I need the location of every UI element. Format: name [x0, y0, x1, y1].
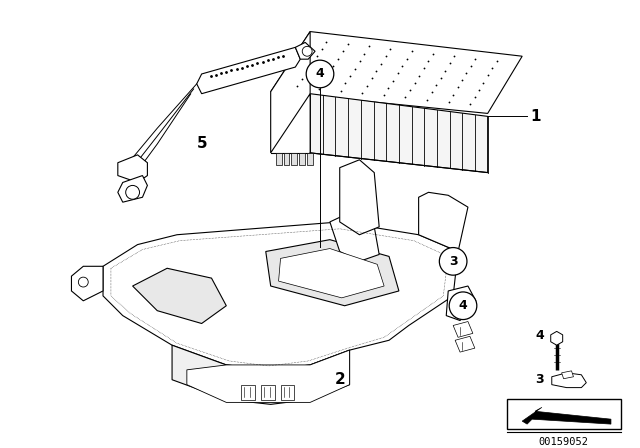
Polygon shape: [72, 266, 103, 301]
Circle shape: [449, 292, 477, 319]
Circle shape: [78, 277, 88, 287]
Polygon shape: [103, 222, 458, 370]
Text: 1: 1: [530, 109, 541, 124]
Bar: [307, 153, 313, 165]
Bar: [508, 400, 621, 429]
Polygon shape: [419, 192, 468, 251]
Bar: [280, 385, 294, 401]
Polygon shape: [266, 240, 399, 306]
Bar: [261, 385, 275, 401]
Polygon shape: [310, 94, 488, 172]
Polygon shape: [340, 160, 379, 235]
Polygon shape: [453, 322, 473, 337]
Polygon shape: [118, 176, 147, 202]
Text: 4: 4: [316, 68, 324, 81]
Circle shape: [306, 60, 334, 88]
Polygon shape: [522, 407, 611, 424]
Bar: [241, 385, 255, 401]
Polygon shape: [118, 155, 147, 182]
Text: 3: 3: [449, 255, 458, 268]
Polygon shape: [271, 31, 522, 113]
Text: 2: 2: [334, 372, 345, 387]
Polygon shape: [172, 345, 349, 405]
Polygon shape: [562, 371, 573, 379]
Text: 00159052: 00159052: [539, 437, 589, 447]
Circle shape: [302, 46, 312, 56]
Polygon shape: [278, 249, 384, 298]
Polygon shape: [196, 47, 300, 94]
Bar: [284, 153, 289, 165]
Circle shape: [125, 185, 140, 199]
Bar: [276, 153, 282, 165]
Polygon shape: [330, 215, 379, 261]
Bar: [300, 153, 305, 165]
Bar: [291, 153, 298, 165]
Polygon shape: [271, 31, 310, 153]
Circle shape: [439, 248, 467, 275]
Text: 4: 4: [535, 329, 544, 342]
Text: 3: 3: [535, 373, 544, 386]
Polygon shape: [446, 286, 476, 320]
Polygon shape: [187, 350, 349, 402]
Polygon shape: [551, 332, 563, 345]
Text: 5: 5: [196, 135, 207, 151]
Polygon shape: [132, 268, 227, 323]
Text: 4: 4: [459, 299, 467, 312]
Polygon shape: [552, 373, 586, 388]
Polygon shape: [295, 43, 315, 59]
Polygon shape: [455, 336, 475, 352]
